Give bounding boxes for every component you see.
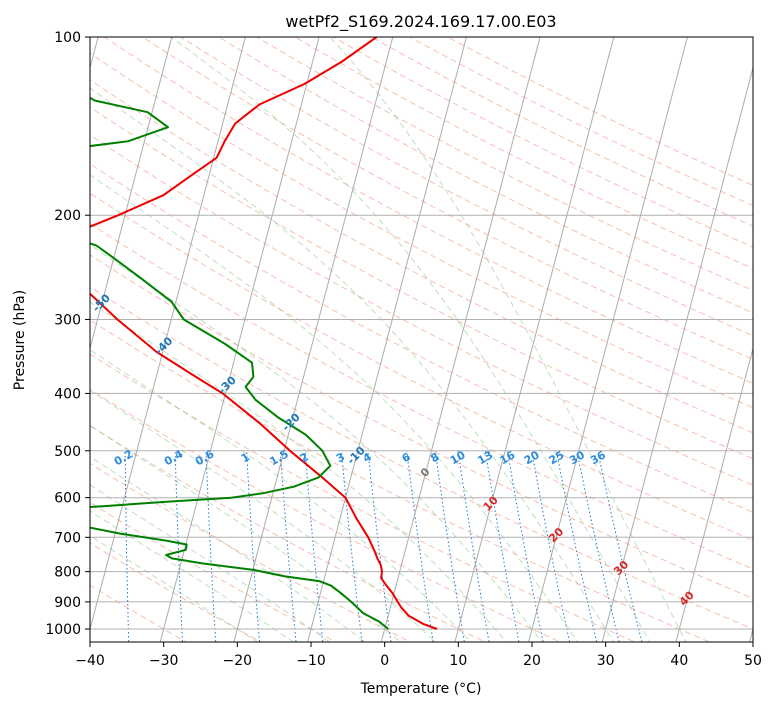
dry-adiabat-line: [332, 37, 753, 248]
isotherm-line: [233, 37, 394, 642]
x-axis-title: Temperature (°C): [360, 681, 482, 697]
x-tick-label: 10: [449, 653, 467, 669]
moist-adiabat-line: [90, 389, 437, 642]
profile-line: [90, 37, 438, 630]
y-tick-label: 700: [54, 530, 81, 546]
data-series: [90, 37, 438, 630]
y-tick-label: 200: [54, 208, 81, 224]
y-tick-label: 1000: [45, 622, 81, 638]
mixing-ratio-line: [597, 450, 643, 642]
dry-adiabat-line: [90, 79, 753, 434]
dry-adiabat-line: [90, 223, 753, 570]
y-axis-title: Pressure (hPa): [12, 290, 28, 390]
mixing-ratio-line: [124, 450, 130, 642]
x-tick-label: −10: [296, 653, 326, 669]
isotherm-line: [675, 346, 753, 642]
isotherm-line: [454, 37, 615, 642]
y-tick-label: 800: [54, 565, 81, 581]
isotherm-line: [90, 37, 246, 632]
dry-adiabat-line: [90, 106, 753, 460]
mixing-ratio-line: [205, 450, 217, 642]
dry-adiabat-line: [446, 37, 753, 186]
y-tick-label: 500: [54, 444, 81, 460]
x-tick-label: −20: [223, 653, 253, 669]
x-tick-label: −40: [75, 653, 105, 669]
isotherm-line: [307, 37, 467, 642]
x-tick-label: 20: [523, 653, 541, 669]
mixing-ratio-line: [531, 450, 571, 642]
dry-adiabat-line: [90, 319, 711, 642]
plot-frame: [89, 36, 754, 643]
isotherm-line: [601, 65, 753, 642]
x-tick-label: 40: [670, 653, 688, 669]
y-tick-label: 900: [54, 595, 81, 611]
dry-adiabat-line: [255, 37, 753, 292]
dry-adiabat-line: [103, 37, 753, 384]
dry-adiabat-line: [90, 353, 636, 642]
x-tick-label: −30: [149, 653, 179, 669]
dry-adiabat-line: [294, 37, 753, 270]
dry-adiabat-line: [217, 37, 753, 314]
dry-adiabat-line: [90, 52, 753, 409]
isotherm-line: [528, 37, 688, 642]
y-tick-label: 300: [54, 312, 81, 328]
profile-line: [90, 96, 389, 630]
dry-adiabat-line: [90, 388, 562, 642]
mixing-ratio-line: [246, 450, 261, 642]
chart-title: wetPf2_S169.2024.169.17.00.E03: [285, 12, 556, 32]
x-tick-label: 0: [380, 653, 389, 669]
mixing-ratio-line: [555, 450, 598, 642]
y-tick-label: 400: [54, 386, 81, 402]
isotherm-line: [380, 37, 541, 642]
y-tick-label: 100: [54, 30, 81, 46]
x-tick-label: 30: [597, 653, 615, 669]
dry-adiabat-line: [90, 501, 337, 642]
mixing-ratio-line: [174, 450, 183, 642]
dry-adiabat-line: [90, 134, 753, 486]
axis-ticks: −40 −30 −20 −10 0 10 20 30 40 50 100 200 300 400 500 60…: [45, 30, 762, 669]
dry-adiabat-line: [90, 542, 263, 642]
mixing-ratio-line: [576, 450, 620, 642]
isotherm-line: [90, 37, 173, 351]
y-tick-label: 600: [54, 491, 81, 507]
x-tick-label: 50: [744, 653, 762, 669]
